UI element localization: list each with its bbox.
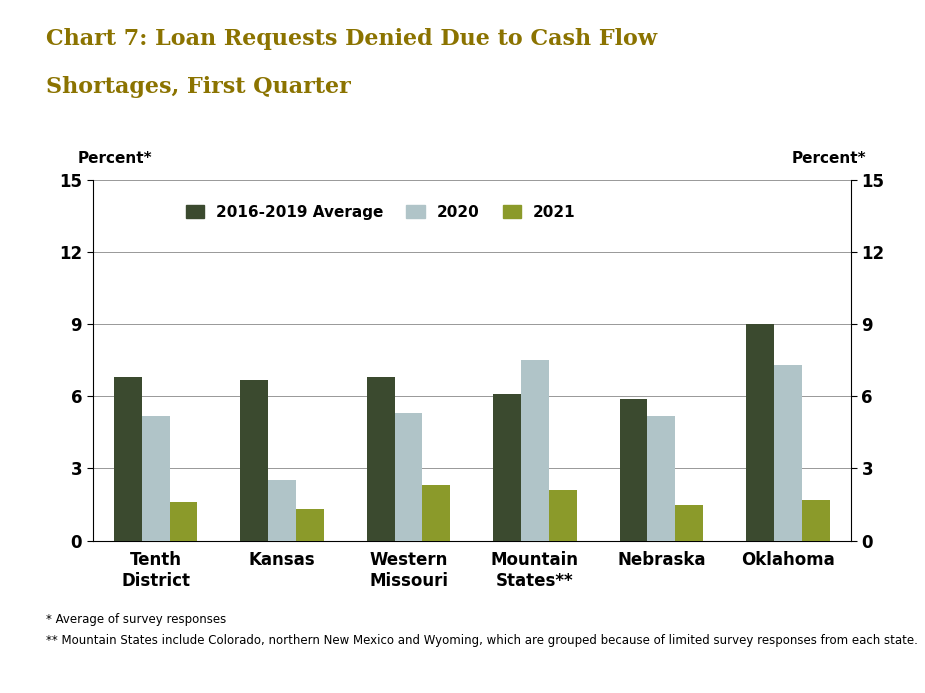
Bar <box>802 500 830 541</box>
Text: ** Mountain States include Colorado, northern New Mexico and Wyoming, which are : ** Mountain States include Colorado, nor… <box>46 634 919 647</box>
Bar <box>675 505 703 541</box>
Bar <box>268 480 296 541</box>
Bar <box>296 509 324 541</box>
Bar <box>240 380 268 541</box>
Bar <box>549 490 576 541</box>
Bar <box>746 324 774 541</box>
Bar <box>395 413 423 541</box>
Text: Chart 7: Loan Requests Denied Due to Cash Flow: Chart 7: Loan Requests Denied Due to Cas… <box>46 28 658 50</box>
Bar <box>367 377 395 541</box>
Bar <box>493 394 521 541</box>
Bar <box>648 416 675 541</box>
Bar <box>142 416 169 541</box>
Bar <box>774 365 802 541</box>
Legend: 2016-2019 Average, 2020, 2021: 2016-2019 Average, 2020, 2021 <box>179 199 582 226</box>
Bar <box>114 377 142 541</box>
Bar <box>169 502 197 541</box>
Bar <box>423 485 450 541</box>
Bar <box>620 398 647 541</box>
Text: Percent*: Percent* <box>78 151 152 166</box>
Bar <box>521 360 549 541</box>
Text: Percent*: Percent* <box>792 151 866 166</box>
Text: * Average of survey responses: * Average of survey responses <box>46 613 227 626</box>
Text: Shortages, First Quarter: Shortages, First Quarter <box>46 76 351 98</box>
